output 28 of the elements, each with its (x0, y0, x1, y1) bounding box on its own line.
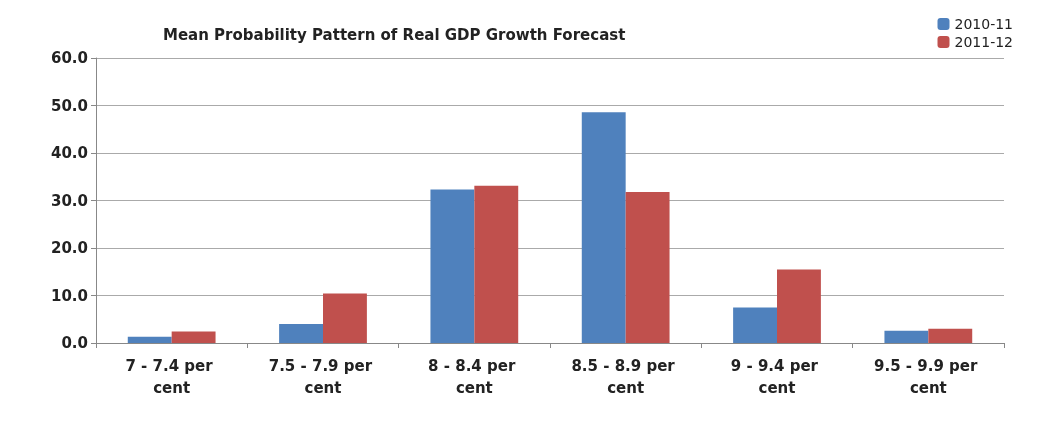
chart-title: Mean Probability Pattern of Real GDP Growth Forecast (163, 25, 626, 44)
bar (625, 191, 670, 343)
bar (474, 185, 519, 343)
y-tick-label: 30.0 (50, 191, 88, 210)
x-tick-label: 7.5 - 7.9 per cent (268, 357, 378, 397)
x-tick-label: 9.5 - 9.9 per cent (874, 357, 983, 397)
y-tick-label: 60.0 (50, 49, 88, 67)
x-tick-label: 7 - 7.4 per cent (125, 357, 218, 397)
legend-label: 2010-11 (954, 16, 1013, 32)
x-tick-label: 9 - 9.4 per cent (730, 357, 824, 397)
x-tick-label: 8.5 - 8.9 per cent (571, 357, 680, 397)
legend-label: 2011-12 (954, 34, 1013, 50)
y-tick-label: 10.0 (50, 286, 88, 305)
bar (171, 331, 216, 343)
bar (884, 330, 929, 343)
y-tick-label: 20.0 (50, 239, 88, 257)
bar (127, 336, 172, 343)
bar (733, 307, 777, 343)
bar (581, 112, 626, 343)
y-tick-label: 40.0 (50, 144, 88, 162)
bar (777, 269, 821, 343)
x-tick-label: 8 - 8.4 per cent (428, 357, 521, 397)
bar (279, 324, 323, 343)
y-tick-label: 50.0 (50, 96, 88, 115)
bar (928, 328, 973, 343)
bar (323, 293, 367, 343)
y-tick-label: 0.0 (61, 334, 88, 352)
bar (430, 189, 475, 343)
